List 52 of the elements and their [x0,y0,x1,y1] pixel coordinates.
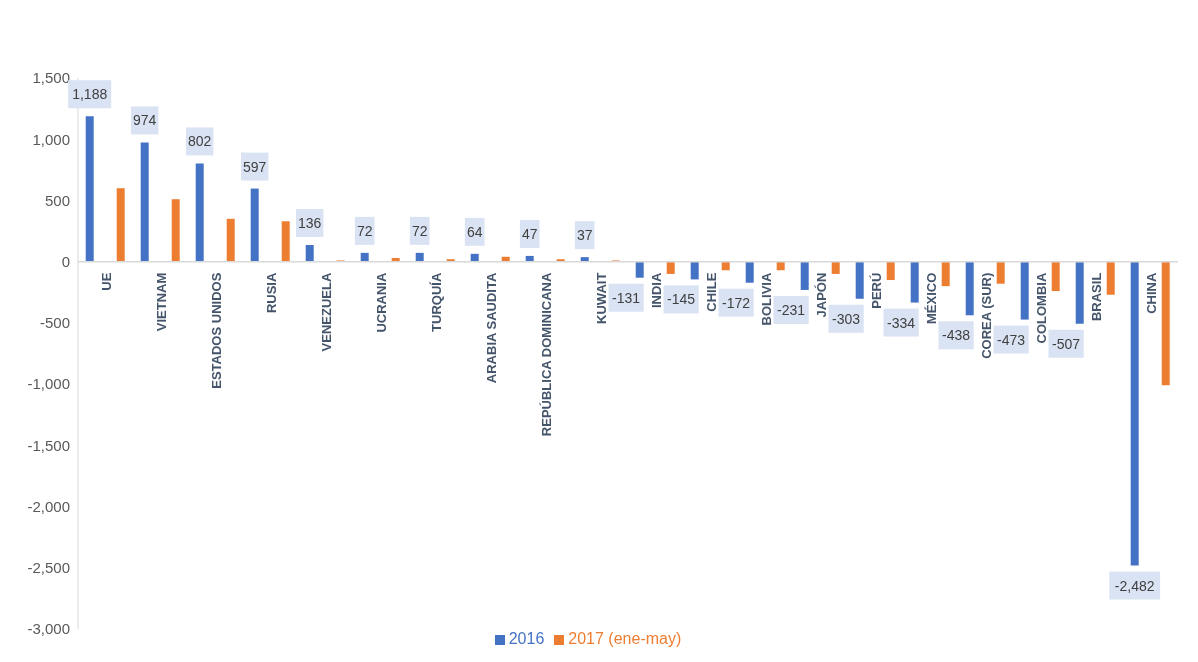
legend-label: 2016 [508,630,545,647]
x-tick-label: JAPÓN [813,272,829,318]
y-tick-label: -1,000 [27,375,70,393]
data-label: -145 [667,291,696,308]
data-label: -438 [942,327,971,344]
data-label: -231 [777,301,806,318]
x-tick-label: RUSIA [263,272,279,314]
x-tick-label: UCRANIA [373,272,389,333]
data-label: 974 [133,112,157,129]
data-label: 47 [521,225,538,242]
x-tick-label: COLOMBIA [1033,272,1049,344]
x-tick-label: COREA (SUR) [978,272,994,359]
legend-label: 2017 (ene-may) [568,630,682,647]
data-label: 72 [411,222,428,239]
x-tick-label: TURQUÍA [428,272,444,332]
data-label: -2,482 [1114,577,1155,594]
x-tick-label: MÉXICO [923,272,939,324]
y-tick-label: 0 [61,252,70,270]
data-label: 597 [243,158,267,175]
data-label: 802 [188,133,212,150]
x-tick-label: INDIA [648,272,664,309]
data-label: 37 [576,227,593,244]
data-label: 136 [298,215,322,232]
data-label: -303 [832,310,861,327]
data-label: -473 [997,331,1026,348]
x-tick-label: KUWAIT [593,272,609,324]
x-tick-label: ESTADOS UNIDOS [208,272,224,389]
y-tick-label: -1,500 [27,436,70,454]
y-tick-label: -2,500 [27,559,70,577]
data-label: 1,188 [72,86,108,103]
x-tick-label: CHILE [703,272,719,312]
x-tick-label: ARABIA SAUDITA [483,272,499,384]
data-label: -507 [1052,335,1081,352]
x-tick-label: BOLIVIA [758,272,774,326]
data-label: -172 [722,294,751,311]
data-label: 72 [356,222,373,239]
x-tick-label: UE [98,272,114,291]
data-label: -131 [612,289,641,306]
x-tick-label: VIETNAM [153,272,169,332]
data-label: -334 [887,314,916,331]
y-tick-label: 500 [44,191,70,209]
x-tick-label: VENEZUELA [318,272,334,352]
x-tick-label: CHINA [1143,272,1159,314]
x-tick-label: BRASIL [1088,272,1104,322]
y-tick-label: 1,500 [32,69,70,87]
y-tick-label: 1,000 [32,130,70,148]
data-label: 64 [466,223,483,240]
x-tick-label: PERÚ [868,272,884,309]
y-tick-label: -500 [39,314,70,332]
x-tick-label: REPÚBLICA DOMINICANA [538,272,554,437]
y-tick-label: -3,000 [27,620,70,638]
y-tick-label: -2,000 [27,497,70,515]
